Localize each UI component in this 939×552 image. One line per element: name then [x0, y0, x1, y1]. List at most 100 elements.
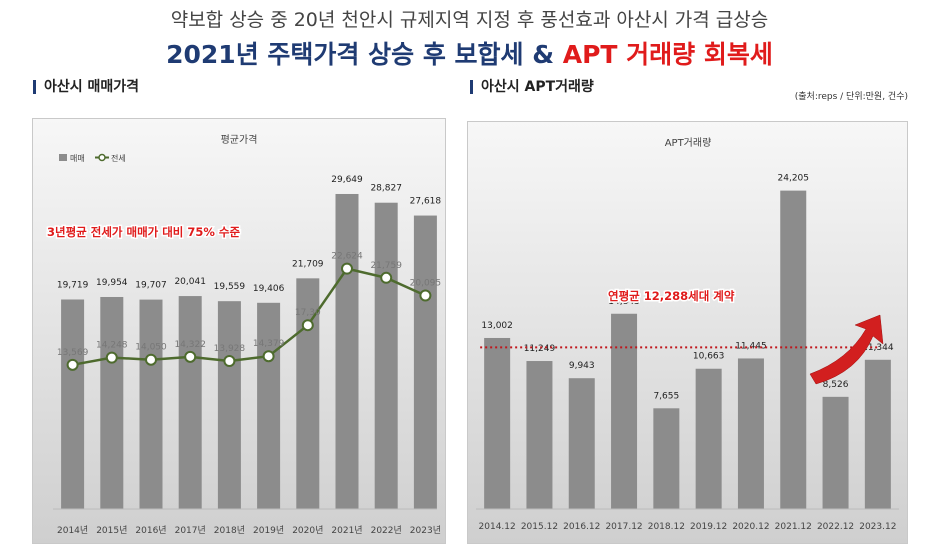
x-tick-label: 2014년 — [57, 525, 88, 536]
transaction-data-label: 24,205 — [778, 174, 810, 184]
chart-title: APT거래량 — [665, 137, 712, 149]
transaction-data-label: 14,843 — [608, 297, 640, 307]
x-tick-label: 2020.12 — [732, 522, 769, 532]
transaction-bar — [737, 358, 764, 509]
x-tick-label: 2016년 — [135, 525, 166, 536]
transaction-annotation: 연평균 12,288세대 계약 — [608, 289, 735, 303]
transaction-bar — [484, 337, 511, 509]
jeonse-point — [301, 319, 314, 332]
x-tick-label: 2022년 — [371, 525, 402, 536]
legend-swatch-sale — [59, 154, 67, 161]
sale-bar — [335, 193, 359, 509]
transaction-data-label: 8,526 — [823, 380, 849, 390]
sale-data-label: 29,649 — [331, 175, 363, 185]
sale-data-label: 19,406 — [253, 284, 285, 294]
transaction-chart-panel: APT거래량 13,002 11,249 9,943 14,843 7,655 10,663… — [467, 121, 908, 544]
sale-data-label: 19,559 — [214, 282, 246, 292]
chart-title: 평균가격 — [221, 133, 258, 146]
jeonse-point — [223, 355, 236, 368]
trend-arrow-icon — [809, 314, 884, 385]
transaction-bar — [526, 361, 553, 509]
transaction-data-label: 11,344 — [862, 343, 894, 353]
sale-bar — [374, 202, 398, 509]
page-title-highlight: APT 거래량 회복세 — [562, 40, 773, 69]
transaction-data-label: 13,002 — [481, 321, 513, 331]
jeonse-data-label: 20,095 — [410, 278, 442, 288]
jeonse-point — [105, 351, 118, 364]
left-section-label: 아산시 매매가격 — [33, 80, 139, 94]
page-title-main: 2021년 주택가격 상승 후 보합세 & — [166, 40, 563, 69]
transaction-bar — [653, 408, 680, 509]
x-tick-label: 2017년 — [175, 525, 206, 536]
sale-data-label: 27,618 — [410, 197, 442, 207]
jeonse-data-label: 14,379 — [253, 339, 285, 349]
x-tick-label: 2015년 — [96, 525, 127, 536]
x-tick-label: 2016.12 — [563, 522, 600, 532]
jeonse-data-label: 13,928 — [214, 344, 246, 354]
transaction-bar — [822, 396, 849, 509]
transaction-bar — [611, 313, 638, 509]
jeonse-point — [380, 271, 393, 284]
x-tick-label: 2022.12 — [817, 522, 854, 532]
jeonse-data-label: 17,30 — [295, 308, 321, 318]
jeonse-point — [262, 350, 275, 363]
transaction-chart: APT거래량 13,002 11,249 9,943 14,843 7,655 10,663… — [476, 137, 899, 532]
legend-label-sale: 매매 — [70, 154, 85, 163]
x-tick-label: 2023년 — [410, 525, 441, 536]
sale-data-label: 19,954 — [96, 278, 128, 288]
sale-data-label: 20,041 — [174, 277, 206, 287]
x-tick-label: 2021.12 — [775, 522, 812, 532]
x-tick-label: 2019년 — [253, 525, 284, 536]
sale-data-label: 19,707 — [135, 281, 167, 291]
jeonse-point — [145, 353, 157, 366]
jeonse-point — [341, 262, 353, 275]
x-tick-label: 2019.12 — [690, 522, 727, 532]
transaction-data-label: 10,663 — [693, 352, 725, 362]
jeonse-data-label: 22,624 — [331, 252, 363, 262]
transaction-data-label: 11,249 — [524, 344, 556, 354]
jeonse-point — [419, 289, 432, 302]
sale-bar — [61, 299, 85, 509]
transaction-data-label: 9,943 — [569, 361, 595, 371]
x-tick-label: 2015.12 — [521, 522, 558, 532]
transaction-bar — [695, 368, 722, 509]
page-subtitle: 약보합 상승 중 20년 천안시 규제지역 지정 후 풍선효과 아산시 가격 급… — [170, 9, 769, 31]
x-tick-label: 2014.12 — [479, 522, 516, 532]
jeonse-data-label: 14,248 — [96, 341, 128, 351]
sale-data-label: 19,719 — [57, 280, 89, 290]
jeonse-data-label: 14,322 — [174, 340, 206, 350]
x-tick-label: 2018.12 — [648, 522, 685, 532]
x-tick-label: 2023.12 — [859, 522, 896, 532]
transaction-data-label: 7,655 — [653, 391, 679, 401]
x-tick-label: 2017.12 — [605, 522, 642, 532]
sale-bar — [257, 302, 281, 509]
sale-bar — [139, 299, 163, 509]
x-tick-label: 2018년 — [214, 525, 245, 536]
jeonse-point — [66, 358, 79, 371]
price-annotation: 3년평균 전세가 매매가 대비 75% 수준 — [47, 225, 241, 239]
sale-data-label: 21,709 — [292, 259, 324, 269]
right-section-label: 아산시 APT거래량 — [470, 80, 594, 94]
sale-bar — [296, 278, 320, 509]
sale-bar — [178, 296, 202, 509]
jeonse-line — [72, 267, 426, 367]
x-tick-label: 2021년 — [331, 525, 362, 536]
legend-label-jeonse: 전세 — [111, 153, 126, 163]
jeonse-data-label: 14,050 — [135, 343, 167, 353]
transaction-bar — [568, 378, 595, 509]
page-title: 2021년 주택가격 상승 후 보합세 & APT 거래량 회복세 — [0, 35, 939, 71]
jeonse-point — [184, 350, 197, 363]
jeonse-data-label: 21,759 — [370, 261, 402, 271]
sale-bar — [413, 215, 437, 509]
jeonse-data-label: 13,569 — [57, 348, 89, 358]
sale-bar — [217, 301, 241, 509]
x-tick-label: 2020년 — [292, 525, 323, 536]
source-note: (출처:reps / 단위:만원, 건수) — [794, 92, 908, 102]
transaction-bar — [864, 359, 891, 509]
sale-data-label: 28,827 — [370, 184, 402, 194]
transaction-bar — [780, 190, 807, 509]
legend-marker-jeonse — [98, 153, 106, 162]
sale-bar — [100, 296, 124, 509]
